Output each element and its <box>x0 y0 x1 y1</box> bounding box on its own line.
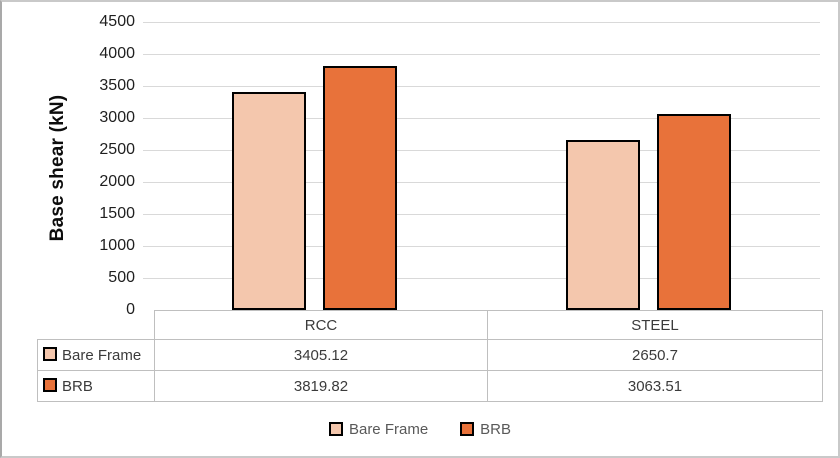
series-swatch-bare-frame <box>43 346 57 361</box>
table-header-row: RCC STEEL <box>38 310 823 340</box>
y-tick-label: 3500 <box>99 77 135 94</box>
series-swatch-brb <box>43 377 57 392</box>
bar-bare-frame-steel <box>566 140 640 310</box>
bar-brb-steel <box>657 114 731 310</box>
bar-brb-rcc <box>323 66 397 310</box>
gridline <box>143 53 820 55</box>
y-tick-label: 4000 <box>99 45 135 62</box>
series-name: BRB <box>62 377 93 395</box>
y-tick-label: 500 <box>108 269 135 286</box>
plot-area <box>143 21 820 310</box>
legend-swatch-brb <box>460 422 475 436</box>
y-tick-label: 2000 <box>99 173 135 190</box>
legend-label: BRB <box>480 420 512 438</box>
series-label-cell: Bare Frame <box>37 339 155 371</box>
value-cell: 3063.51 <box>487 370 823 402</box>
legend-label: Bare Frame <box>348 420 429 438</box>
bar-bare-frame-rcc <box>232 92 306 310</box>
category-header-rcc: RCC <box>154 310 488 340</box>
y-tick-label: 1500 <box>99 205 135 222</box>
y-axis-tick-labels: 0 500 1000 1500 2000 2500 3000 3500 4000 4500 <box>2 2 135 332</box>
table-corner-blank <box>38 311 155 340</box>
gridline <box>143 245 820 247</box>
series-name: Bare Frame <box>62 346 142 364</box>
gridline <box>143 21 820 23</box>
legend-swatch-bare-frame <box>328 422 343 436</box>
value-cell: 2650.7 <box>487 339 823 371</box>
category-header-steel: STEEL <box>487 310 823 340</box>
gridline <box>143 117 820 119</box>
gridline <box>143 181 820 183</box>
gridline <box>143 213 820 215</box>
y-tick-label: 4500 <box>99 13 135 30</box>
gridline <box>143 277 820 279</box>
table-row-bare-frame: Bare Frame 3405.12 2650.7 <box>37 339 823 371</box>
y-tick-label: 3000 <box>99 109 135 126</box>
legend: Bare Frame BRB <box>2 418 838 440</box>
y-tick-label: 2500 <box>99 141 135 158</box>
value-cell: 3405.12 <box>154 339 488 371</box>
legend-item-bare-frame: Bare Frame <box>328 420 429 438</box>
series-label-cell: BRB <box>37 370 155 402</box>
y-tick-label: 0 <box>126 301 135 318</box>
gridline <box>143 85 820 87</box>
table-row-brb: BRB 3819.82 3063.51 <box>37 370 823 402</box>
value-cell: 3819.82 <box>154 370 488 402</box>
gridline <box>143 149 820 151</box>
legend-item-brb: BRB <box>460 421 511 438</box>
y-tick-label: 1000 <box>99 237 135 254</box>
data-table: RCC STEEL Bare Frame 3405.12 2650.7 BRB … <box>37 310 823 402</box>
